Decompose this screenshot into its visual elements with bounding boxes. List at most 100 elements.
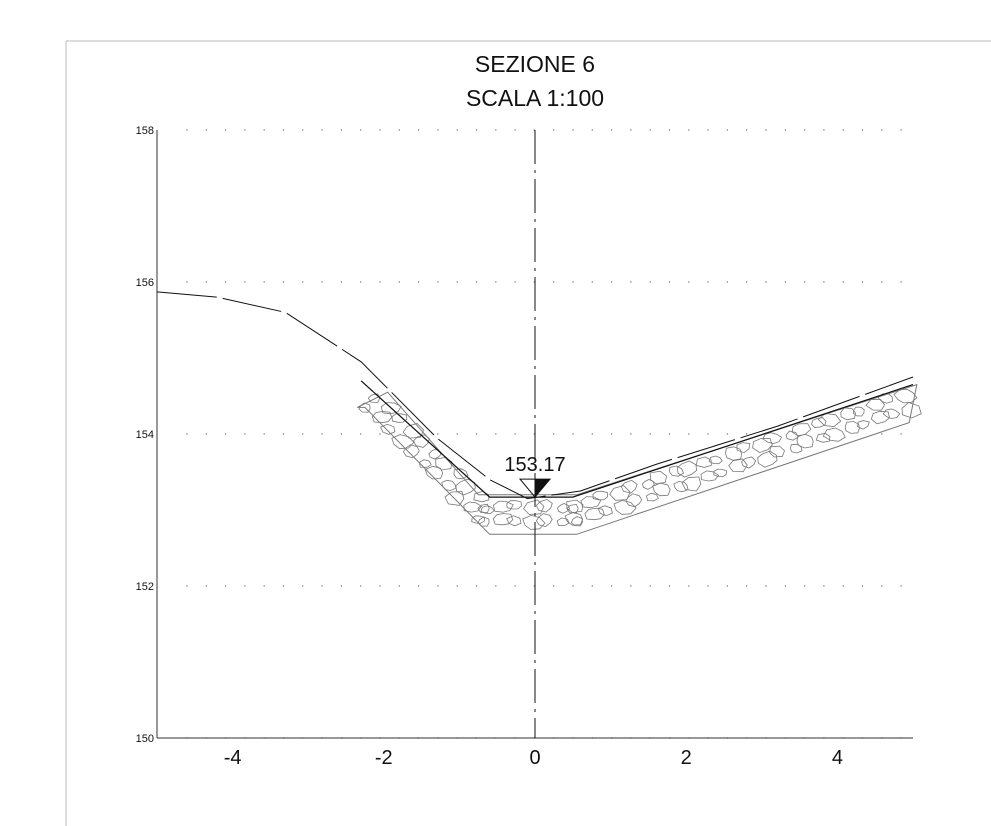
grid-dot [514, 281, 516, 283]
grid-dot [765, 281, 767, 283]
grid-dot [379, 129, 381, 131]
grid-dot [784, 129, 786, 131]
riprap-stone [840, 407, 856, 421]
grid-dot [282, 281, 285, 283]
y-tick-label: 154 [136, 429, 154, 441]
grid-dot [340, 129, 343, 131]
riprap-stone [673, 481, 689, 493]
grid-dot [475, 433, 478, 435]
riprap-stone [391, 434, 415, 450]
grid-dot [205, 585, 207, 587]
riprap-stone [796, 433, 814, 449]
grid-dot [514, 433, 516, 435]
riprap-stone [358, 402, 371, 413]
grid-dot [688, 585, 690, 587]
grid-dot [398, 585, 400, 587]
grid-dot [630, 129, 632, 131]
riprap-stone [492, 500, 514, 513]
grid-dot [707, 129, 709, 131]
riprap-stone [477, 503, 490, 514]
grid-dot [340, 281, 343, 283]
y-tick-label: 156 [136, 277, 154, 289]
grid-dot [900, 281, 902, 283]
y-tick-labels: 150 152 154 156 158 [136, 125, 154, 745]
grid-dot [688, 433, 690, 435]
grid-dot [823, 129, 825, 131]
riprap-stone [700, 470, 720, 482]
riprap-stone [785, 430, 799, 441]
grid-dot [707, 585, 709, 587]
grid-dot [495, 585, 497, 587]
grid-dot [765, 129, 767, 131]
grid-dot [321, 433, 323, 435]
drawing-title: SEZIONE 6 [475, 51, 595, 77]
grid-dot [861, 281, 864, 283]
grid-dot [205, 433, 207, 435]
grid-dot [456, 585, 458, 587]
y-tick-label: 150 [136, 733, 154, 745]
grid-dot [224, 129, 227, 131]
grid-dot [495, 129, 497, 131]
grid-dot [726, 281, 729, 283]
riprap-stone [418, 459, 432, 468]
grid-dot [726, 585, 729, 587]
grid-dot [881, 129, 883, 131]
grid-dot [321, 129, 323, 131]
grid-dot [244, 433, 246, 435]
riprap-stone [741, 456, 757, 469]
grid-dot [186, 433, 188, 435]
water-level-triangle-fill [535, 479, 550, 498]
grid-dot [803, 129, 806, 131]
riprap-stone [380, 423, 396, 435]
grid-dot [726, 433, 729, 435]
grid-dot [495, 281, 497, 283]
grid-dot [688, 129, 690, 131]
grid-dot [360, 281, 362, 283]
grid-dot [475, 281, 478, 283]
riprap-stone [815, 432, 831, 443]
grid-dot [495, 433, 497, 435]
riprap-stone [762, 432, 783, 445]
riprap-stone [455, 478, 476, 496]
grid-dot [572, 281, 574, 283]
x-tick-label: -4 [224, 747, 242, 769]
grid-dot [514, 585, 516, 587]
grid-dot [784, 585, 786, 587]
grid-dot [205, 281, 207, 283]
grid-dot [591, 433, 593, 435]
riprap-stone [441, 479, 457, 491]
riprap-stone [645, 492, 659, 502]
riprap-stone [728, 458, 748, 473]
riprap-stone [817, 413, 842, 428]
grid-dot [475, 129, 478, 131]
x-tick-label: 0 [529, 747, 540, 769]
grid-dot [244, 129, 246, 131]
grid-dot [263, 281, 265, 283]
grid-dot [591, 281, 593, 283]
riprap-stone [535, 498, 553, 513]
grid-dot [649, 281, 651, 283]
y-tick-label: 152 [136, 581, 154, 593]
grid-dot [282, 433, 285, 435]
grid-dot [746, 433, 748, 435]
grid-dot [437, 129, 439, 131]
riprap-stone [536, 513, 553, 528]
grid-dot [630, 433, 632, 435]
grid-dot [417, 129, 420, 131]
riprap-stone [757, 450, 778, 468]
grid-dot [437, 281, 439, 283]
grid-dot [900, 129, 902, 131]
grid-dot [456, 433, 458, 435]
riprap-stone [402, 423, 425, 439]
terrain-profile-line [156, 291, 914, 500]
grid-dot [475, 585, 478, 587]
riprap-stone [584, 507, 605, 521]
riprap-stone [695, 456, 712, 468]
water-level-label: 153.17 [504, 454, 565, 476]
riprap-stone [613, 499, 637, 515]
grid-dot [900, 433, 902, 435]
riprap-stone [492, 513, 514, 526]
riprap-stone [822, 427, 846, 442]
grid-dot [360, 129, 362, 131]
grid-dot [668, 585, 671, 587]
